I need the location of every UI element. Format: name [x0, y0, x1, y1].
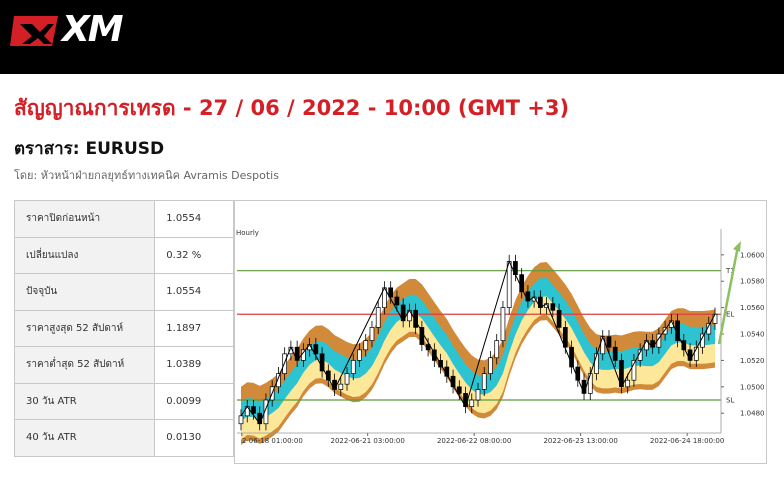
candle-body	[556, 309, 562, 328]
candle-body	[594, 353, 599, 374]
x-tick-label: 2022-06-23 13:00:00	[543, 437, 617, 445]
x-tick-label: 2022-06-24 18:00:00	[650, 437, 724, 445]
candle-body	[693, 346, 699, 361]
candle-body	[625, 379, 631, 388]
candle-body	[712, 313, 718, 324]
site-header: XM	[0, 0, 784, 74]
y-tick-label: 1.0480	[740, 410, 765, 418]
candle-body	[276, 373, 281, 388]
candle-body	[488, 357, 493, 374]
y-tick-label: 1.0520	[740, 357, 765, 365]
candle-body	[456, 386, 462, 394]
page-title: สัญญาณการเทรด - 27 / 06 / 2022 - 10:00 (…	[14, 96, 570, 120]
x-tick-label: 2022-06-21 03:00:00	[331, 437, 405, 445]
candle-body	[363, 340, 369, 351]
candle-body	[569, 346, 574, 368]
xm-logo[interactable]: XM	[10, 9, 132, 52]
stats-row: ปัจจุบัน 1.0554	[13, 273, 234, 311]
stats-label: ปัจจุบัน	[13, 273, 156, 311]
candle-body	[431, 349, 437, 361]
candle-body	[350, 360, 356, 374]
candle-body	[606, 336, 612, 348]
candle-body	[263, 399, 269, 425]
stats-label: 40 วัน ATR	[13, 419, 156, 457]
stats-row: เปลี่ยนแปลง 0.32 %	[13, 236, 234, 274]
candle-body	[550, 303, 556, 311]
logo-text: XM	[62, 9, 124, 50]
target-arrow	[717, 241, 741, 345]
candle-body	[681, 340, 687, 351]
stats-value: 1.0389	[154, 346, 234, 384]
chart-timeframe: Hourly	[236, 229, 259, 237]
x-tick-label: 2022-06-22 08:00:00	[437, 437, 511, 445]
price-chart: Hourly T1 EL SL 1.0600 1.0580 1.0560 1.0540 1.…	[234, 200, 767, 464]
instrument-heading: ตราสาร: EURUSD	[14, 139, 165, 159]
zigzag-line	[240, 260, 716, 425]
candle-body	[494, 340, 500, 359]
y-tick-label: 1.0540	[740, 331, 765, 339]
stats-row: 40 วัน ATR 0.0130	[13, 419, 234, 457]
level-label-sl: SL	[726, 397, 734, 405]
candle-body	[631, 360, 637, 381]
stats-row: 30 วัน ATR 0.0099	[13, 382, 234, 420]
stats-label: ราคาปิดก่อนหน้า	[13, 200, 156, 238]
stats-value: 1.0554	[154, 273, 234, 311]
stats-label: ราคาสูงสุด 52 สัปดาห์	[13, 309, 156, 347]
candle-body	[475, 389, 481, 401]
candle-body	[425, 344, 431, 351]
candle-body	[500, 307, 506, 341]
indicator-bands	[241, 262, 715, 445]
stats-value: 0.0099	[154, 382, 234, 420]
candle-body	[357, 349, 362, 361]
candle-body	[519, 274, 525, 293]
stats-value: 1.1897	[154, 309, 234, 347]
candle-body	[481, 373, 487, 390]
zigzag-path	[240, 260, 716, 425]
level-label-t1: T1	[725, 267, 735, 275]
candle-body	[338, 383, 344, 390]
y-tick-label: 1.0500	[740, 383, 765, 391]
candle-body	[394, 296, 400, 306]
inner-band	[241, 296, 715, 440]
y-tick-label: 1.0580	[740, 278, 765, 286]
candle-body	[319, 353, 325, 372]
stats-table: ราคาปิดก่อนหน้า 1.0554 เปลี่ยนแปลง 0.32 % ปั…	[13, 200, 234, 457]
stats-row: ราคาสูงสุด 52 สัปดาห์ 1.1897	[13, 309, 234, 347]
candle-body	[251, 406, 256, 414]
y-tick-label: 1.0600	[740, 251, 765, 259]
candle-body	[388, 287, 394, 298]
stats-label: ราคาต่ำสุด 52 สัปดาห์	[13, 346, 156, 384]
candle-body	[612, 346, 618, 361]
chart-svg: Hourly T1 EL SL 1.0600 1.0580 1.0560 1.0540 1.…	[236, 229, 765, 445]
x-axis: 2-06-18 01:00:00 2022-06-21 03:00:00 2022-…	[237, 432, 724, 445]
stats-label: เปลี่ยนแปลง	[13, 236, 156, 274]
stats-row: ราคาต่ำสุด 52 สัปดาห์ 1.0389	[13, 346, 234, 384]
stats-row: ราคาปิดก่อนหน้า 1.0554	[13, 200, 234, 238]
candle-body	[562, 327, 568, 348]
author-line: โดย: หัวหน้าฝ่ายกลยุทธ์ทางเทคนิค Avramis…	[14, 169, 279, 182]
x-tick-label: 2-06-18 01:00:00	[242, 437, 303, 445]
candle-body	[332, 379, 337, 390]
candle-body	[369, 327, 375, 341]
candle-body	[313, 344, 319, 355]
stats-label: 30 วัน ATR	[13, 382, 156, 420]
stats-value: 0.32 %	[154, 236, 234, 274]
candle-body	[469, 399, 475, 407]
candle-body	[344, 373, 350, 385]
candle-body	[581, 379, 587, 394]
stats-value: 1.0554	[154, 200, 234, 238]
stats-value: 0.0130	[154, 419, 234, 457]
candle-body	[662, 327, 668, 335]
candle-body	[506, 261, 512, 308]
candle-body	[375, 307, 381, 328]
candle-body	[238, 415, 244, 425]
xm-logo-icon	[10, 16, 58, 46]
outer-band	[241, 262, 715, 445]
candle-body	[587, 373, 593, 394]
y-tick-label: 1.0560	[740, 304, 765, 312]
candle-body	[413, 309, 418, 328]
level-label-el: EL	[726, 311, 734, 319]
